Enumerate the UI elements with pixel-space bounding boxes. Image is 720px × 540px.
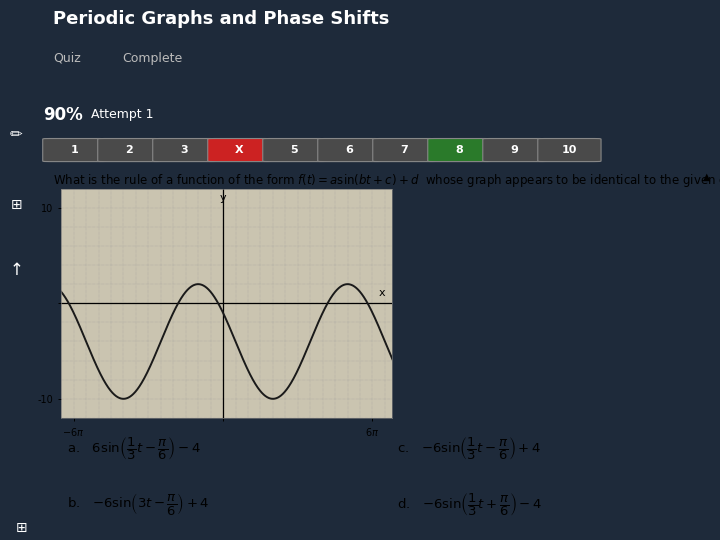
Text: ⊞: ⊞ xyxy=(10,198,22,212)
Text: 5: 5 xyxy=(291,145,298,155)
FancyBboxPatch shape xyxy=(373,139,436,161)
Text: d.   $-6\sin\!\left(\dfrac{1}{3}t + \dfrac{\pi}{6}\right) - 4$: d. $-6\sin\!\left(\dfrac{1}{3}t + \dfrac… xyxy=(397,491,541,518)
Text: c.   $-6\sin\!\left(\dfrac{1}{3}t - \dfrac{\pi}{6}\right) + 4$: c. $-6\sin\!\left(\dfrac{1}{3}t - \dfrac… xyxy=(397,435,541,462)
Text: 3: 3 xyxy=(181,145,188,155)
Text: Complete: Complete xyxy=(122,52,182,65)
FancyBboxPatch shape xyxy=(538,139,601,161)
Text: 9: 9 xyxy=(510,145,518,155)
FancyBboxPatch shape xyxy=(208,139,271,161)
FancyBboxPatch shape xyxy=(318,139,381,161)
Text: 6: 6 xyxy=(346,145,354,155)
Text: Attempt 1: Attempt 1 xyxy=(91,108,153,122)
Text: 2: 2 xyxy=(125,145,133,155)
Text: a.   $6\sin\!\left(\dfrac{1}{3}t - \dfrac{\pi}{6}\right) - 4$: a. $6\sin\!\left(\dfrac{1}{3}t - \dfrac{… xyxy=(67,435,201,462)
Text: 7: 7 xyxy=(400,145,408,155)
Text: 8: 8 xyxy=(456,145,463,155)
Text: 90%: 90% xyxy=(42,106,83,124)
FancyBboxPatch shape xyxy=(153,139,216,161)
FancyBboxPatch shape xyxy=(428,139,491,161)
Text: ✏: ✏ xyxy=(10,127,22,143)
Text: y: y xyxy=(220,193,227,203)
FancyBboxPatch shape xyxy=(42,139,106,161)
Text: 1: 1 xyxy=(71,145,78,155)
Text: b.   $-6\sin\!\left(3t - \dfrac{\pi}{6}\right) + 4$: b. $-6\sin\!\left(3t - \dfrac{\pi}{6}\ri… xyxy=(67,491,210,517)
Text: x: x xyxy=(379,287,386,298)
Text: Periodic Graphs and Phase Shifts: Periodic Graphs and Phase Shifts xyxy=(53,10,390,28)
Text: ↑: ↑ xyxy=(9,261,23,279)
FancyBboxPatch shape xyxy=(483,139,546,161)
Text: ▲: ▲ xyxy=(703,172,711,182)
FancyBboxPatch shape xyxy=(263,139,326,161)
Text: ⊞: ⊞ xyxy=(16,521,27,535)
Text: 10: 10 xyxy=(562,145,577,155)
FancyBboxPatch shape xyxy=(98,139,161,161)
Text: Quiz: Quiz xyxy=(53,52,81,65)
Text: What is the rule of a function of the form $f(t) = a\sin(bt+c)+d$  whose graph a: What is the rule of a function of the fo… xyxy=(53,172,720,189)
Text: X: X xyxy=(235,145,243,155)
